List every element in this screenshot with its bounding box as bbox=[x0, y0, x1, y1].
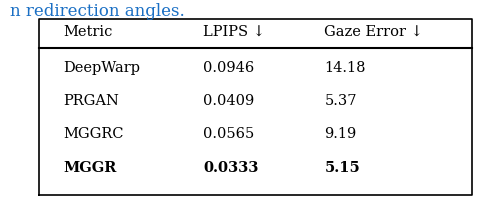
Text: 9.19: 9.19 bbox=[324, 127, 357, 141]
Text: 0.0565: 0.0565 bbox=[203, 127, 255, 141]
Text: DeepWarp: DeepWarp bbox=[63, 61, 140, 75]
Text: Metric: Metric bbox=[63, 25, 112, 39]
Text: LPIPS ↓: LPIPS ↓ bbox=[203, 25, 265, 39]
Text: MGGR: MGGR bbox=[63, 161, 116, 175]
Text: n redirection angles.: n redirection angles. bbox=[10, 3, 184, 20]
Text: 0.0409: 0.0409 bbox=[203, 94, 255, 108]
Text: MGGRC: MGGRC bbox=[63, 127, 123, 141]
Text: 5.37: 5.37 bbox=[324, 94, 357, 108]
Text: Gaze Error ↓: Gaze Error ↓ bbox=[324, 25, 423, 39]
Text: 0.0946: 0.0946 bbox=[203, 61, 255, 75]
Text: 5.15: 5.15 bbox=[324, 161, 360, 175]
Text: PRGAN: PRGAN bbox=[63, 94, 119, 108]
Text: 0.0333: 0.0333 bbox=[203, 161, 258, 175]
Text: 14.18: 14.18 bbox=[324, 61, 366, 75]
